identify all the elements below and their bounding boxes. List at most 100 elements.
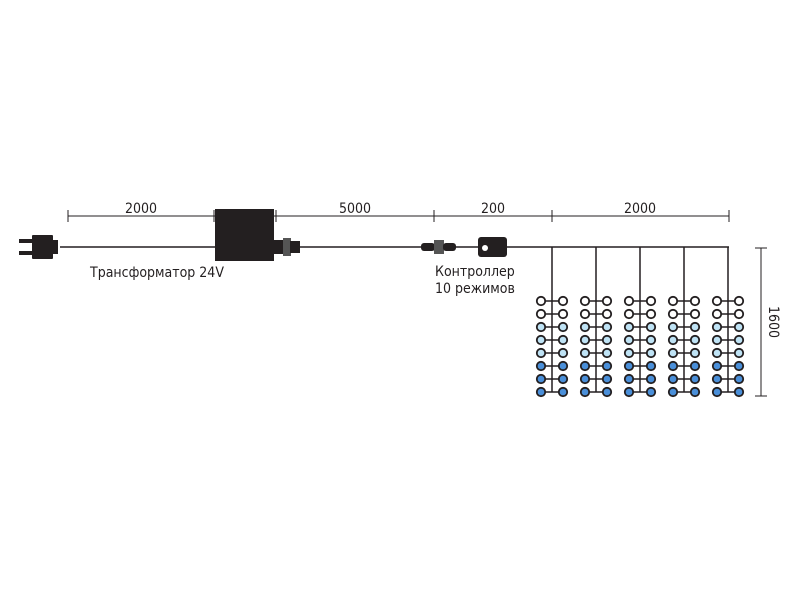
bulb-blue <box>535 373 547 385</box>
bulb-blue <box>623 386 635 398</box>
bulb-blue <box>535 360 547 372</box>
bulb-white <box>645 308 657 320</box>
bulb-light-blue <box>733 347 745 359</box>
bulb-blue <box>667 386 679 398</box>
bulb-white <box>557 308 569 320</box>
bulb-light-blue <box>645 347 657 359</box>
controller-box <box>478 237 507 257</box>
bulb-blue <box>579 373 591 385</box>
strand <box>623 247 657 398</box>
strand <box>667 247 701 398</box>
bulb-blue <box>733 373 745 385</box>
bulb-light-blue <box>535 321 547 333</box>
bulb-blue <box>733 360 745 372</box>
dimension-label-2000-width: 2000 <box>624 201 656 217</box>
bulb-light-blue <box>733 334 745 346</box>
bulb-white <box>601 295 613 307</box>
strand <box>711 247 745 398</box>
bulb-light-blue <box>689 321 701 333</box>
bulb-blue <box>667 360 679 372</box>
bulb-white <box>557 295 569 307</box>
bulb-light-blue <box>623 334 635 346</box>
bulb-blue <box>601 360 613 372</box>
dimension-label-200: 200 <box>481 201 505 217</box>
bulb-white <box>623 295 635 307</box>
bulb-light-blue <box>557 347 569 359</box>
bulb-blue <box>645 373 657 385</box>
dimension-line-height <box>755 247 767 397</box>
bulb-white <box>733 295 745 307</box>
bulb-light-blue <box>601 347 613 359</box>
bulb-light-blue <box>579 334 591 346</box>
dimension-label-2000-cable: 2000 <box>125 201 157 217</box>
bulb-blue <box>623 373 635 385</box>
bulb-light-blue <box>623 321 635 333</box>
bulb-blue <box>645 360 657 372</box>
bulb-light-blue <box>645 334 657 346</box>
bulb-white <box>623 308 635 320</box>
bulb-blue <box>689 373 701 385</box>
controller-label-line2: 10 режимов <box>435 281 515 297</box>
bulb-blue <box>689 360 701 372</box>
bulb-blue <box>711 373 723 385</box>
bulb-white <box>535 308 547 320</box>
bulb-blue <box>557 373 569 385</box>
bulb-white <box>579 308 591 320</box>
bulb-light-blue <box>711 347 723 359</box>
bulb-light-blue <box>579 347 591 359</box>
transformer-box <box>215 209 274 261</box>
inline-connector-icon <box>421 240 456 254</box>
strand <box>579 247 613 398</box>
bulb-light-blue <box>645 321 657 333</box>
bulb-blue <box>689 386 701 398</box>
bulb-light-blue <box>579 321 591 333</box>
bulb-light-blue <box>601 334 613 346</box>
transformer-label: Трансформатор 24V <box>89 265 224 281</box>
bulb-blue <box>601 373 613 385</box>
bulb-white <box>645 295 657 307</box>
bulb-blue <box>733 386 745 398</box>
bulb-white <box>711 308 723 320</box>
bulb-light-blue <box>689 334 701 346</box>
bulb-white <box>579 295 591 307</box>
bulb-light-blue <box>711 321 723 333</box>
bulb-light-blue <box>667 334 679 346</box>
controller-label-line1: Контроллер <box>435 264 515 280</box>
bulb-white <box>667 308 679 320</box>
bulb-white <box>711 295 723 307</box>
bulb-light-blue <box>733 321 745 333</box>
dimension-label-1600: 1600 <box>765 306 781 338</box>
plug-icon <box>19 235 58 259</box>
strand <box>535 247 569 398</box>
bulb-light-blue <box>557 334 569 346</box>
bulb-blue <box>557 386 569 398</box>
bulb-white <box>689 308 701 320</box>
curtain-strands <box>535 247 745 398</box>
bulb-blue <box>667 373 679 385</box>
bulb-blue <box>623 360 635 372</box>
bulb-light-blue <box>535 334 547 346</box>
bulb-blue <box>579 360 591 372</box>
bulb-white <box>733 308 745 320</box>
bulb-light-blue <box>689 347 701 359</box>
bulb-light-blue <box>711 334 723 346</box>
dimension-line-top <box>67 210 730 222</box>
bulb-blue <box>535 386 547 398</box>
bulb-light-blue <box>601 321 613 333</box>
bulb-blue <box>579 386 591 398</box>
bulb-light-blue <box>667 347 679 359</box>
bulb-light-blue <box>667 321 679 333</box>
bulb-light-blue <box>557 321 569 333</box>
bulb-white <box>601 308 613 320</box>
bulb-blue <box>645 386 657 398</box>
bulb-light-blue <box>535 347 547 359</box>
controller-button-icon <box>482 245 488 251</box>
bulb-light-blue <box>623 347 635 359</box>
bulb-blue <box>601 386 613 398</box>
dimension-label-5000: 5000 <box>339 201 371 217</box>
bulb-white <box>689 295 701 307</box>
bulb-blue <box>557 360 569 372</box>
bulb-white <box>535 295 547 307</box>
